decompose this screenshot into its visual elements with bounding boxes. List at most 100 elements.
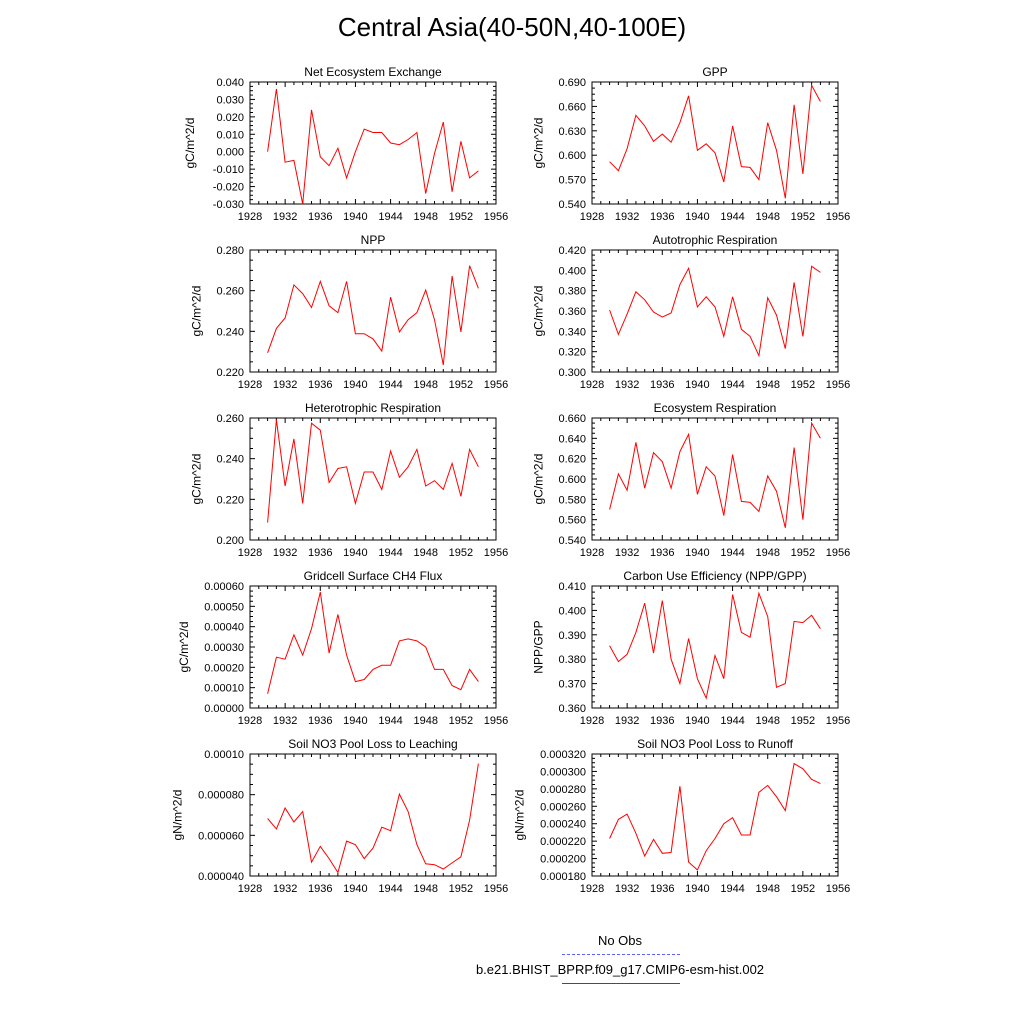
plot-frame [591,585,839,709]
data-point [758,355,760,357]
y-tick-label: 0.030 [216,94,244,106]
y-tick-label: 0.660 [558,101,586,113]
data-point [679,785,681,787]
data-point [381,826,383,828]
x-tick-label: 1940 [343,883,367,895]
data-point [661,853,663,855]
plot-frame [591,249,839,373]
data-point [451,463,453,465]
data-point [434,319,436,321]
data-point [399,144,401,146]
y-tick-label: 0.300 [558,367,586,379]
x-tick-label: 1928 [238,379,262,391]
y-tick-label: 0.000300 [540,766,586,778]
x-tick-label: 1936 [650,547,674,559]
y-tick-label: 0.00060 [204,581,244,593]
y-axis-label: gC/m^2/d [177,622,191,673]
data-point [381,350,383,352]
data-point [363,333,365,335]
x-tick-label: 1940 [685,211,709,223]
data-point [670,312,672,314]
y-tick-label: 0.600 [558,474,586,486]
data-point [758,792,760,794]
data-point [478,681,480,683]
data-point [776,314,778,316]
data-point [416,844,418,846]
data-point [276,419,278,421]
y-tick-label: 0.630 [558,126,586,138]
x-tick-label: 1956 [484,547,508,559]
data-point [758,179,760,181]
data-point [609,645,611,647]
x-tick-label: 1948 [755,379,779,391]
plot-frame [249,585,497,709]
y-tick-label: 0.400 [558,605,586,617]
data-point [451,275,453,277]
data-point [328,165,330,167]
data-point [802,768,804,770]
data-point [626,489,628,491]
x-tick-label: 1940 [343,547,367,559]
x-tick-label: 1948 [413,211,437,223]
data-point [644,487,646,489]
data-point [723,336,725,338]
chart-title: Net Ecosystem Exchange [304,65,442,79]
data-point [688,638,690,640]
x-tick-label: 1948 [755,715,779,727]
data-point [670,852,672,854]
data-point [635,115,637,117]
data-point [749,502,751,504]
data-point [416,640,418,642]
data-point [714,475,716,477]
series-line [609,83,821,199]
data-point [469,449,471,451]
figure-title: Central Asia(40-50N,40-100E) [337,12,687,42]
data-point [793,447,795,449]
y-axis-label: gN/m^2/d [513,790,527,841]
data-point [732,594,734,596]
data-point [337,312,339,314]
y-tick-label: 0.00010 [204,749,244,761]
data-point [425,193,427,195]
data-point [442,121,444,123]
x-tick-label: 1940 [685,379,709,391]
data-point [697,869,699,871]
data-point [661,133,663,135]
data-point [714,838,716,840]
data-point [372,471,374,473]
data-point [609,509,611,511]
data-point [767,616,769,618]
x-tick-label: 1944 [378,883,402,895]
y-tick-label: 0.000320 [540,749,586,761]
data-point [714,306,716,308]
data-point [811,778,813,780]
data-point [442,868,444,870]
data-point [705,697,707,699]
y-tick-label: -0.030 [213,199,244,211]
data-point [767,297,769,299]
x-tick-label: 1932 [615,883,639,895]
data-point [784,683,786,685]
x-tick-label: 1944 [720,715,744,727]
chart-title: GPP [702,65,727,79]
data-point [705,143,707,145]
data-point [749,636,751,638]
data-point [407,811,409,813]
data-point [399,640,401,642]
data-point [688,433,690,435]
data-point [311,628,313,630]
data-point [276,328,278,330]
x-tick-label: 1952 [449,211,473,223]
x-tick-label: 1956 [484,379,508,391]
data-point [460,856,462,858]
x-tick-label: 1952 [449,379,473,391]
data-point [390,296,392,298]
y-tick-label: -0.010 [213,164,244,176]
data-point [626,654,628,656]
data-point [776,490,778,492]
y-tick-label: 0.000 [216,147,244,159]
data-point [758,593,760,595]
data-point [626,813,628,815]
data-point [416,449,418,451]
